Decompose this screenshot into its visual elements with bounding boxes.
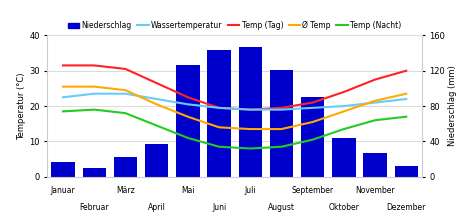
Text: September: September xyxy=(292,186,334,195)
Text: August: August xyxy=(268,203,295,212)
Bar xyxy=(51,162,75,177)
Text: April: April xyxy=(148,203,165,212)
Bar xyxy=(332,138,356,177)
Bar xyxy=(145,144,168,177)
Bar xyxy=(176,65,200,177)
Y-axis label: Temperatur (°C): Temperatur (°C) xyxy=(18,72,27,140)
Text: Februar: Februar xyxy=(80,203,109,212)
Text: Januar: Januar xyxy=(51,186,75,195)
Text: Oktober: Oktober xyxy=(328,203,359,212)
Text: Mai: Mai xyxy=(181,186,195,195)
Text: März: März xyxy=(116,186,135,195)
Text: Dezember: Dezember xyxy=(387,203,426,212)
Bar xyxy=(270,70,293,177)
Bar xyxy=(238,47,262,177)
Bar xyxy=(114,157,137,177)
Bar xyxy=(394,166,418,177)
Legend: Niederschlag, Wassertemperatur, Temp (Tag), Ø Temp, Temp (Nacht): Niederschlag, Wassertemperatur, Temp (Ta… xyxy=(68,21,401,30)
Y-axis label: Niederschlag (mm): Niederschlag (mm) xyxy=(448,66,457,147)
Bar xyxy=(364,153,387,177)
Bar xyxy=(207,50,231,177)
Bar xyxy=(301,97,324,177)
Bar xyxy=(82,168,106,177)
Text: November: November xyxy=(355,186,395,195)
Text: Juni: Juni xyxy=(212,203,226,212)
Text: Juli: Juli xyxy=(245,186,256,195)
